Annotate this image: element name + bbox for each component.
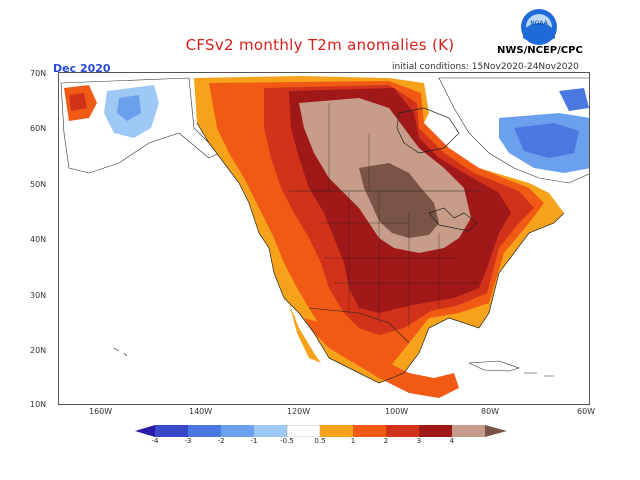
lat-label: 20N [30,346,47,355]
lat-label: 70N [30,69,47,78]
alaska-cold-anomaly-core [117,95,141,121]
noaa-logo-text: NOAA [530,20,548,27]
colorbar-tick-label: -1 [250,437,258,445]
ne-canada-cold-patch [559,88,589,111]
lon-label: 60W [577,407,596,416]
colorbar-tick-label: 1 [350,437,356,445]
lon-label: 140W [189,407,213,416]
lat-label: 50N [30,180,47,189]
initial-conditions-label: initial conditions: 15Nov2020-24Nov2020 [392,62,579,72]
hudson-bay [396,107,460,154]
colorbar-bin [386,425,419,437]
forecast-month-label: Dec 2020 [53,62,111,75]
colorbar-tick-label: 3 [416,437,422,445]
colorbar-tick-label: -2 [217,437,225,445]
us-mexico-border [308,307,410,344]
ne-canada-cold-anomaly-core [514,123,579,158]
colorbar-tick-label: -0.5 [280,437,294,445]
lat-label: 30N [30,291,47,300]
colorbar-bin [419,425,452,437]
colorbar-tick-label: -4 [151,437,159,445]
lat-label: 40N [30,235,47,244]
north-america-coastline [196,122,565,384]
lon-label: 120W [287,407,311,416]
colorbar-bin [188,425,221,437]
noaa-logo: NOAA [521,9,557,45]
lon-label: 160W [89,407,113,416]
colorbar-bin [320,425,353,437]
cuba [468,360,520,372]
colorbar-arrow-left [135,425,155,437]
caribbean-islands [524,372,554,377]
lat-label: 60N [30,124,47,133]
colorbar-bin [452,425,485,437]
alaska-warm-west-core [69,93,87,111]
lon-label: 80W [481,407,500,416]
great-lakes [428,207,478,232]
colorbar-arrow-right [485,425,507,437]
colorbar-bin [221,425,254,437]
colorbar-bin [155,425,188,437]
lat-label: 10N [30,400,47,409]
mexico-warm-region [304,318,459,398]
colorbar-bin [286,425,321,437]
political-boundaries [319,103,479,328]
lon-label: 100W [385,407,409,416]
colorbar-tick-label: 4 [449,437,455,445]
agency-label: NWS/NCEP/CPC [497,45,583,56]
hawaii-islands [113,347,128,357]
map-title: CFSv2 monthly T2m anomalies (K) [185,36,455,54]
colorbar-bin [254,425,287,437]
colorbar [135,425,507,437]
anomaly-map [58,72,590,405]
colorbar-tick-label: -3 [184,437,192,445]
colorbar-tick-label: 0.5 [314,437,326,445]
colorbar-tick-label: 2 [383,437,389,445]
anomaly-map-svg [59,73,589,404]
colorbar-bin [353,425,386,437]
